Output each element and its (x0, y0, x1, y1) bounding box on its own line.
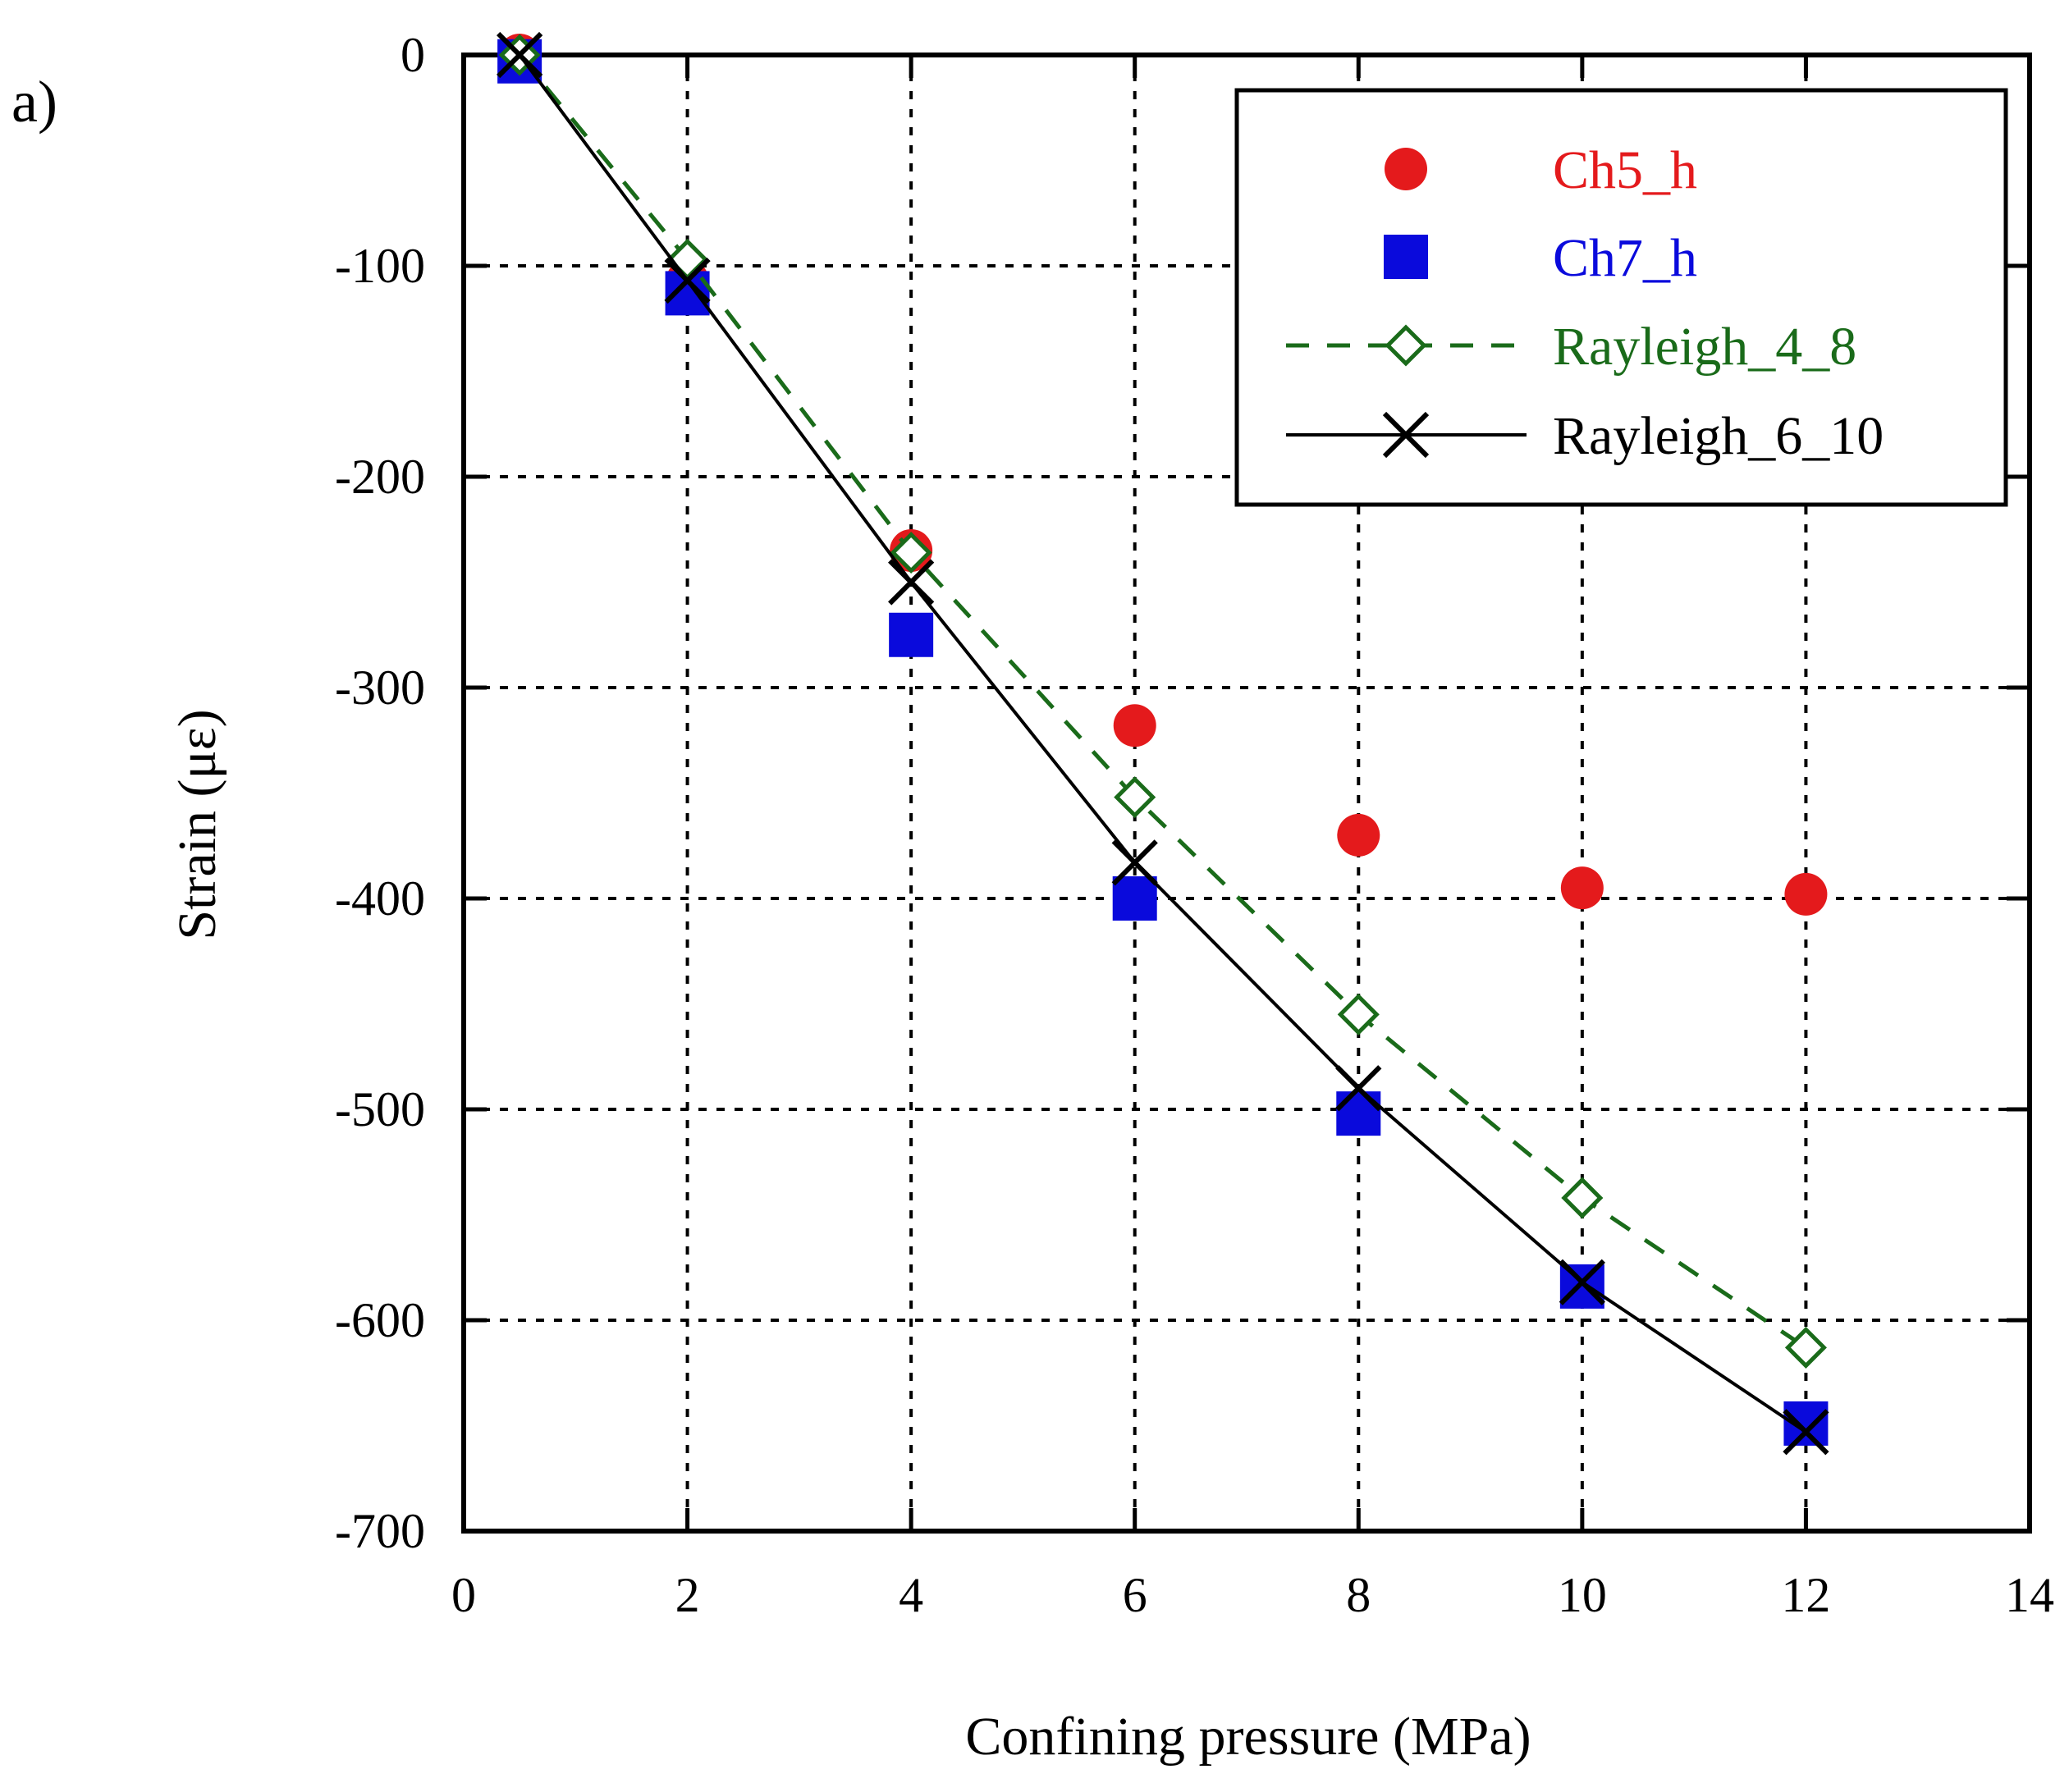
circle-marker (1113, 704, 1156, 747)
y-tick-label: -300 (335, 661, 425, 715)
plot-frame (461, 53, 2032, 1534)
series-rayleigh-6-10 (497, 31, 1829, 1456)
diamond-marker (1337, 993, 1380, 1035)
square-marker (1112, 876, 1157, 921)
x-tick-label: 14 (2005, 1568, 2054, 1622)
circle-marker (1385, 148, 1427, 190)
legend-label: Ch5_h (1553, 140, 1697, 200)
x-tick-label: 8 (1346, 1568, 1371, 1622)
x-tick-label: 6 (1123, 1568, 1147, 1622)
square-marker (1336, 1091, 1381, 1136)
x-marker (664, 257, 711, 304)
y-tick-label: -700 (335, 1504, 425, 1558)
x-axis-title: Confining pressure (MPa) (965, 1707, 1531, 1767)
diamond-marker (1784, 1326, 1827, 1369)
x-marker (1559, 1259, 1605, 1305)
legend-label: Rayleigh_6_10 (1553, 406, 1884, 466)
diamond-marker (1385, 324, 1427, 367)
legend-entry: Rayleigh_4_8 (1286, 317, 1856, 377)
series-ch7-h (497, 39, 1829, 1446)
circle-marker (1560, 866, 1604, 910)
x-tick-label: 0 (451, 1568, 476, 1622)
square-marker (889, 612, 934, 657)
diamond-marker (890, 531, 932, 574)
x-tick-label: 10 (1558, 1568, 1607, 1622)
x-marker (497, 31, 543, 79)
circle-marker (1337, 813, 1380, 857)
legend-entry: Rayleigh_6_10 (1286, 406, 1884, 466)
legend-label: Rayleigh_4_8 (1553, 317, 1856, 377)
square-marker (1384, 235, 1428, 279)
x-marker (1382, 411, 1430, 459)
ticks: 0 2 4 6 8 10 12 14 0 -100 -200 -300 -400 -500 -600 -700 (335, 28, 2054, 1622)
y-tick-label: -400 (335, 871, 425, 926)
legend: Ch5_h Ch7_h Rayleigh_4_8 Rayleigh_6_10 (1234, 88, 2008, 507)
x-tick-label: 4 (899, 1568, 923, 1622)
y-tick-label: 0 (401, 28, 425, 82)
diamond-marker (1561, 1177, 1604, 1219)
legend-label: Ch7_h (1553, 228, 1697, 288)
legend-entry: Ch7_h (1384, 228, 1697, 288)
x-marker (1783, 1409, 1829, 1456)
x-marker (1111, 839, 1158, 886)
x-marker (1335, 1065, 1382, 1112)
legend-entry: Ch5_h (1385, 140, 1697, 200)
y-tick-label: -200 (335, 450, 425, 504)
y-tick-label: -100 (335, 239, 425, 293)
axis-frame (461, 53, 2032, 1534)
y-tick-label: -600 (335, 1293, 425, 1347)
square-marker (1559, 1264, 1604, 1309)
series-layer (497, 31, 1829, 1456)
x-tick-label: 2 (675, 1568, 700, 1622)
y-axis-title: Strain (με) (167, 709, 227, 939)
panel-label: a) (11, 69, 57, 135)
y-tick-label: -500 (335, 1082, 425, 1136)
circle-marker (1784, 872, 1828, 916)
x-tick-label: 12 (1781, 1568, 1830, 1622)
x-marker (888, 559, 935, 606)
diamond-marker (1114, 776, 1156, 819)
